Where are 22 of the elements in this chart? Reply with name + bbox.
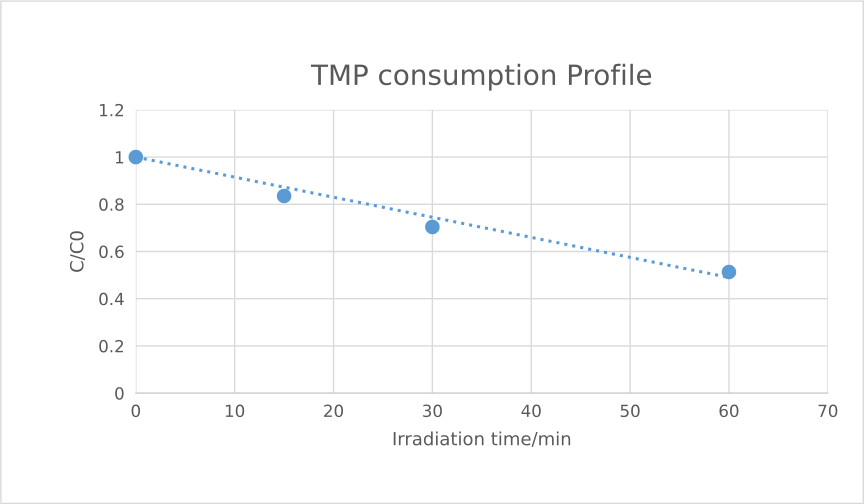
x-tick-label: 10 bbox=[226, 404, 244, 418]
x-axis-title: Irradiation time/min bbox=[394, 431, 570, 447]
x-tick-label: 60 bbox=[720, 404, 738, 418]
x-tick-label: 40 bbox=[521, 404, 541, 418]
point bbox=[425, 220, 440, 234]
x-tick-label: 0 bbox=[132, 404, 140, 418]
y-tick-label: 0.8 bbox=[99, 198, 124, 211]
y-tick-label: 1 bbox=[116, 151, 124, 164]
point bbox=[128, 150, 144, 164]
chart-title: TMP consumption Profile bbox=[310, 64, 652, 91]
y-tick-label: 0.2 bbox=[99, 340, 124, 352]
y-tick-label: 0.4 bbox=[99, 292, 124, 306]
point bbox=[276, 188, 292, 204]
x-tick-label: 30 bbox=[423, 404, 442, 418]
y-tick-label: 1.2 bbox=[100, 104, 124, 116]
point bbox=[722, 264, 736, 280]
y-tick-label: 0 bbox=[115, 387, 124, 400]
y-tick-label: 0.6 bbox=[99, 245, 124, 258]
x-tick-label: 20 bbox=[324, 404, 344, 418]
y-axis-title: C/C0 bbox=[70, 231, 85, 272]
x-tick-label: 70 bbox=[818, 404, 838, 418]
x-tick-label: 50 bbox=[620, 404, 640, 418]
